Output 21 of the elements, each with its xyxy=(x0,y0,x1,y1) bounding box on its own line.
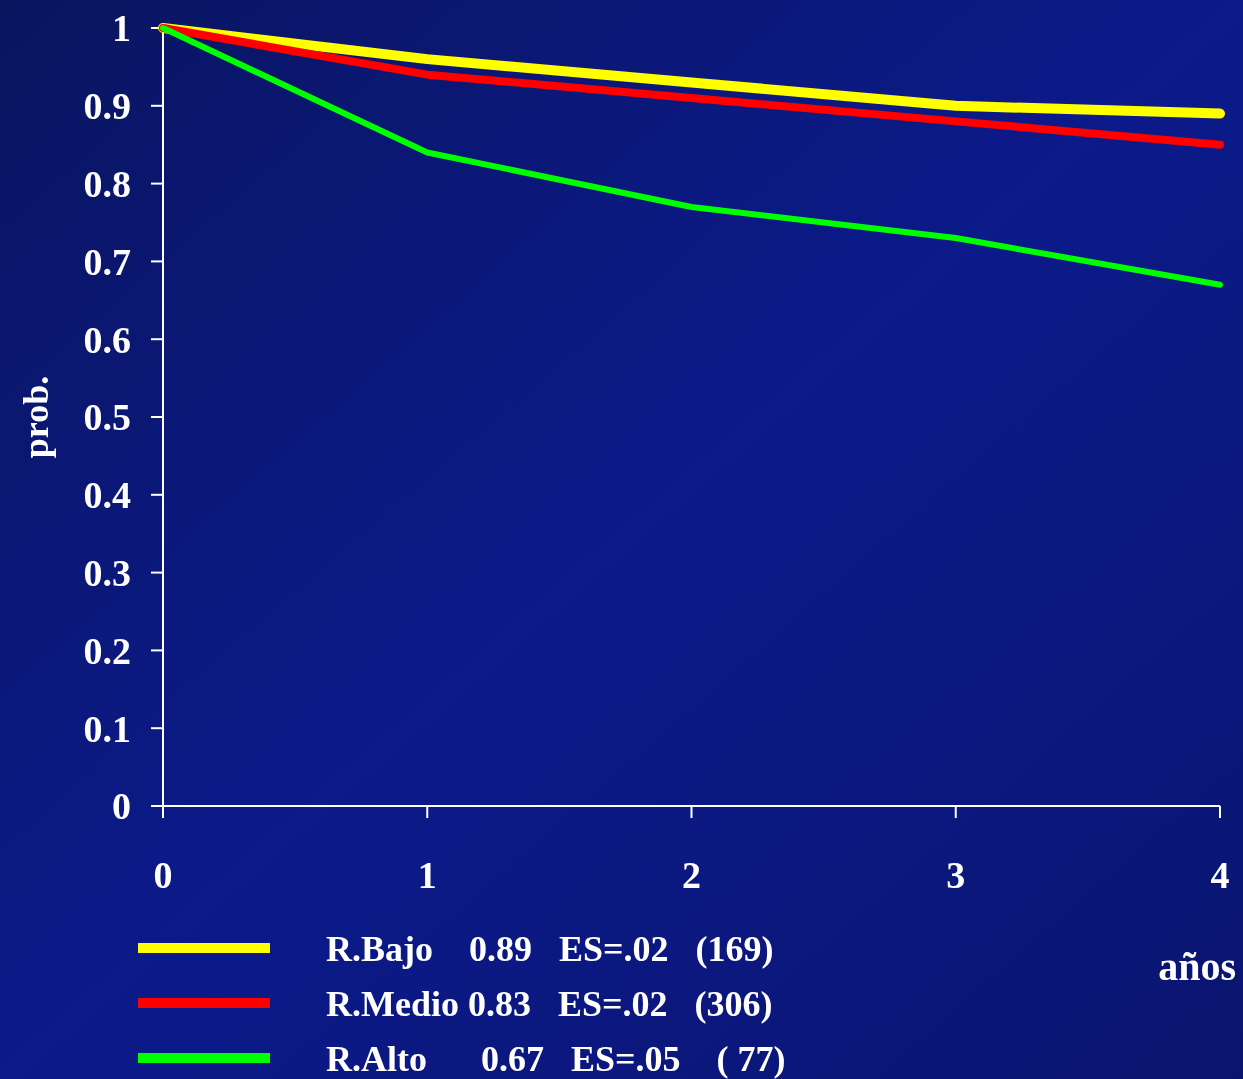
y-tick-label: 0.5 xyxy=(83,396,131,439)
x-axis-title: años xyxy=(1158,944,1236,989)
x-tick-label: 1 xyxy=(417,854,437,896)
x-tick-label: 4 xyxy=(1210,854,1230,896)
y-tick-label: 0 xyxy=(112,785,131,828)
y-tick-label: 1 xyxy=(112,7,131,50)
legend-label: R.Medio 0.83 ES=.02 (306) xyxy=(326,983,773,1024)
x-tick-label: 0 xyxy=(153,854,173,896)
y-tick-label: 0.6 xyxy=(83,318,131,361)
y-tick-label: 0.4 xyxy=(83,474,131,517)
y-tick-label: 0.7 xyxy=(83,240,131,283)
x-tick-label: 2 xyxy=(682,854,701,896)
y-tick-label: 0.8 xyxy=(83,162,131,205)
legend-label: R.Bajo 0.89 ES=.02 (169) xyxy=(326,928,774,969)
y-tick-label: 0.2 xyxy=(83,629,131,672)
y-tick-label: 0.1 xyxy=(83,707,131,750)
y-axis-title: prob. xyxy=(16,375,56,459)
y-tick-label: 0.3 xyxy=(83,551,131,594)
y-tick-label: 0.9 xyxy=(83,85,131,128)
x-tick-label: 3 xyxy=(946,854,966,896)
legend-label: R.Alto 0.67 ES=.05 ( 77) xyxy=(326,1038,786,1079)
